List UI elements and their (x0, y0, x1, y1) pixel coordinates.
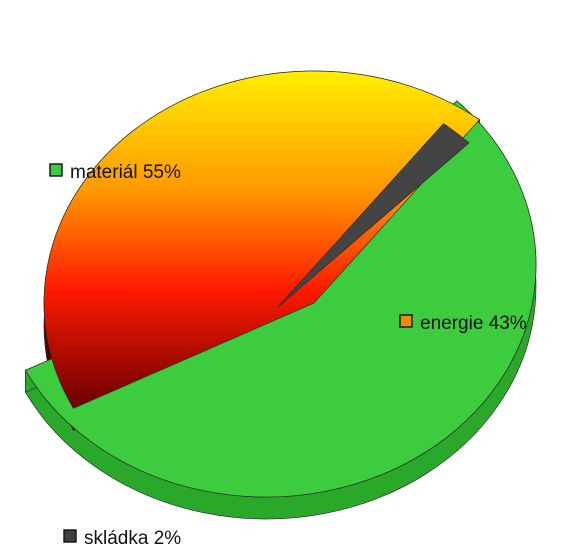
slice-label-energie: energie 43% (420, 313, 527, 334)
slice-label-material: materiál 55% (70, 162, 181, 183)
slice-label-skladka: skládka 2% (84, 528, 181, 549)
legend-marker-skladka (63, 529, 77, 543)
slice-energie (43, 70, 481, 409)
legend-marker-material (49, 163, 63, 177)
legend-marker-energie (399, 314, 413, 328)
slice-skladka (277, 123, 470, 308)
